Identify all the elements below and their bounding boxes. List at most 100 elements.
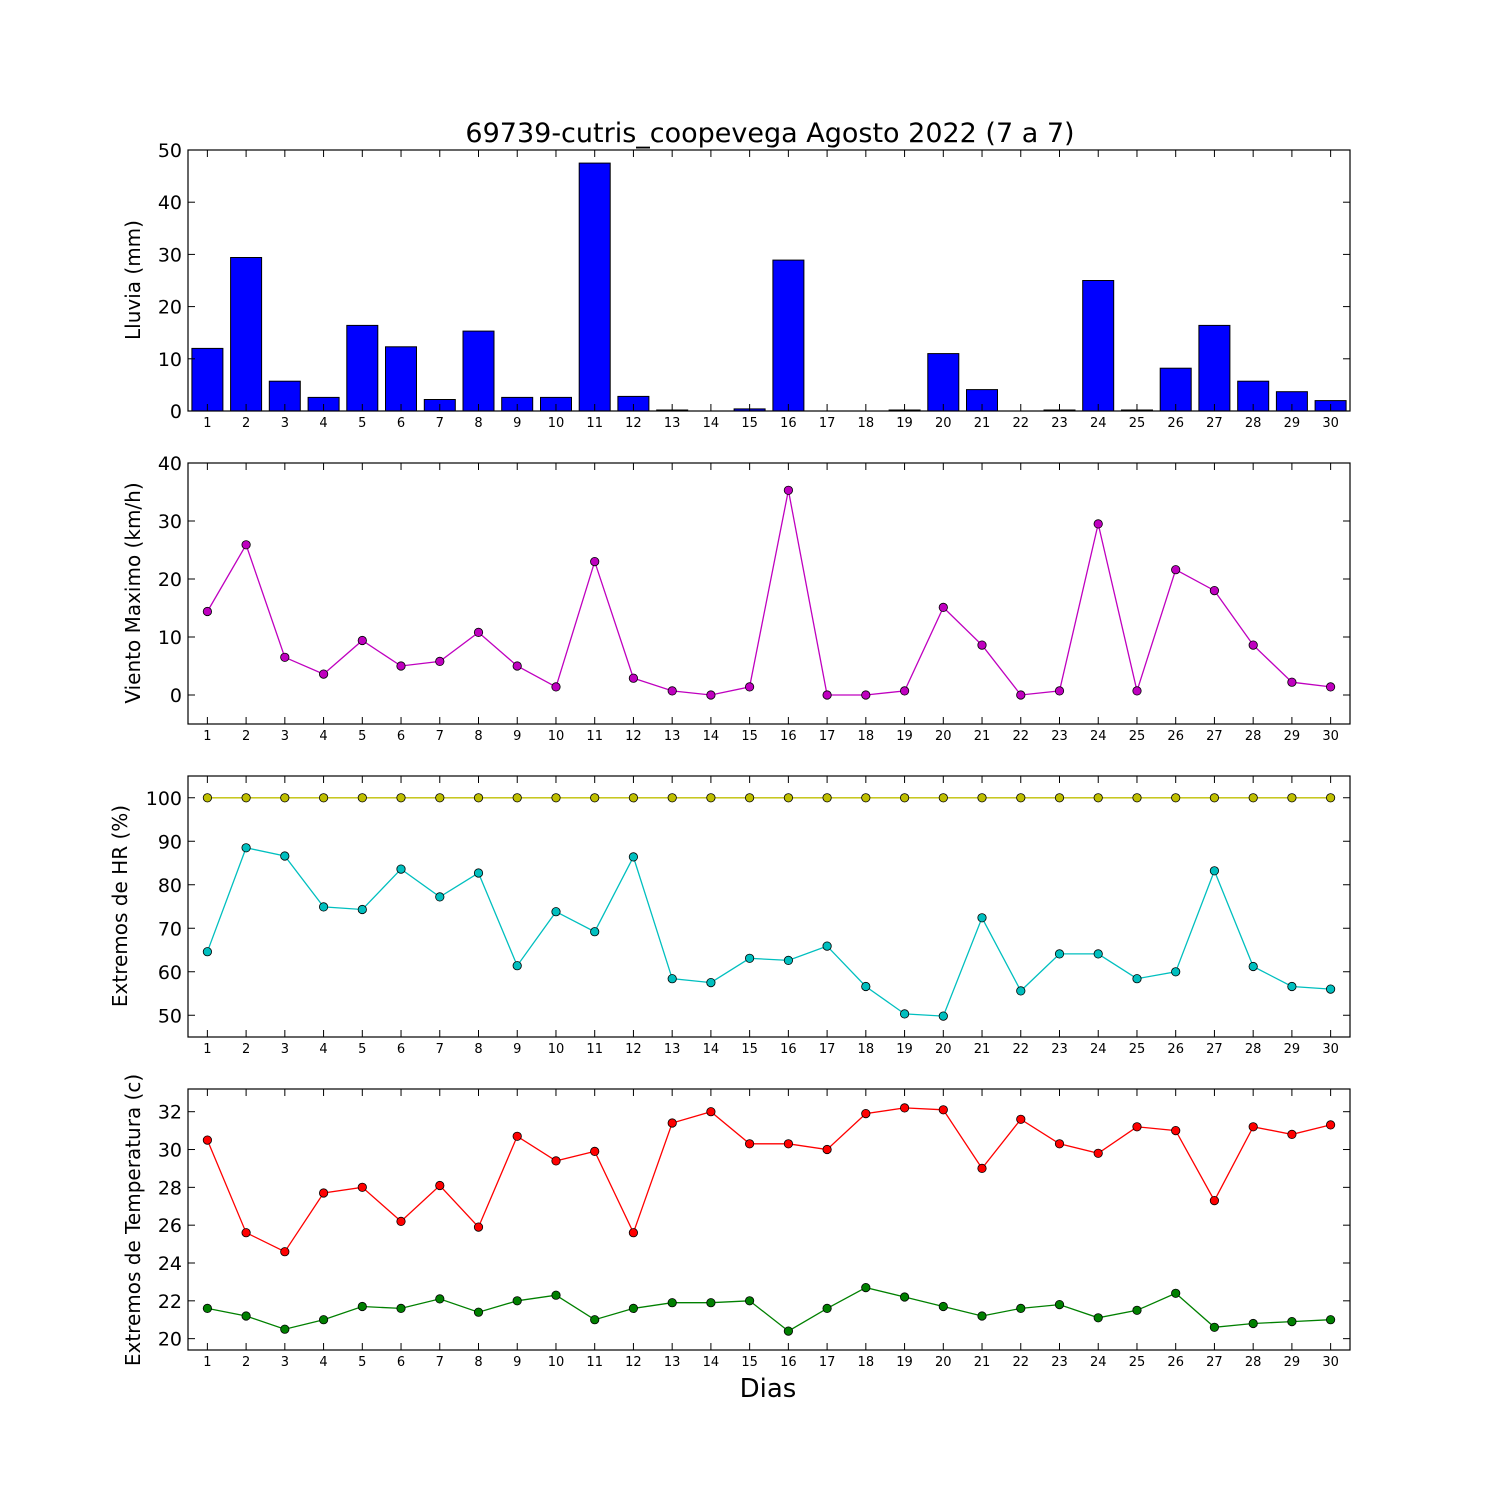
series-2-point-day-23 [1054,1300,1065,1310]
plot-frame [187,1088,1351,1351]
series-2-point-day-21 [977,913,987,923]
series-1-line [206,1107,1331,1253]
series-2-point-day-25 [1132,974,1142,984]
x-tick-label: 17 [819,729,836,744]
x-tick-label: 11 [586,729,603,744]
series-1-point-day-4 [318,793,329,803]
series-2-point-day-9 [512,1296,522,1306]
series-1-point-day-19 [899,686,910,696]
series-1-point-day-17 [822,793,832,803]
series-1-point-day-5 [357,793,367,803]
x-tick-label: 10 [548,416,565,431]
x-tick-label: 3 [281,416,289,431]
x-tick-label: 21 [974,416,991,431]
x-tick-label: 25 [1129,729,1146,744]
x-tick-label: 1 [203,1042,211,1057]
y-tick-label: 32 [158,1102,182,1124]
series-2-point-day-13 [667,1298,677,1308]
series-1-point-day-10 [551,793,561,803]
series-1-point-day-2 [241,1228,251,1238]
series-1-point-day-30 [1326,1120,1336,1130]
x-tick-label: 7 [436,1355,444,1370]
x-tick-label: 27 [1206,416,1223,431]
x-tick-label: 18 [858,416,875,431]
series-2-point-day-19 [899,1292,910,1302]
series-2-point-day-7 [435,1294,445,1304]
y-tick-label: 0 [170,401,182,423]
series-1-point-day-3 [280,1247,290,1257]
series-1-point-day-18 [861,793,871,803]
x-tick-label: 20 [935,729,952,744]
x-tick-label: 1 [203,416,211,431]
x-tick-label: 12 [625,729,642,744]
series-2-point-day-19 [899,1009,910,1019]
x-axis-label: Dias [740,1374,797,1404]
series-2-point-day-30 [1326,984,1336,994]
x-tick-label: 18 [858,729,875,744]
x-tick-label: 16 [780,1355,797,1370]
y-tick-label: 50 [158,1005,182,1027]
x-tick-label: 22 [1012,416,1029,431]
series-1-point-day-21 [977,1163,987,1174]
x-tick-label: 17 [819,416,836,431]
x-tick-label: 10 [548,729,565,744]
y-tick-label: 26 [158,1215,182,1237]
y-axis-label: Extremos de Temperatura (c) [121,1074,145,1366]
series-2-line [206,847,1331,1017]
x-tick-label: 7 [436,416,444,431]
series-1-point-day-29 [1287,793,1297,803]
x-tick-label: 2 [242,1355,250,1370]
x-tick-label: 6 [397,729,405,744]
x-tick-label: 26 [1167,1355,1184,1370]
x-tick-label: 11 [586,416,603,431]
bar-day-1 [191,347,224,412]
x-tick-label: 25 [1129,416,1146,431]
x-tick-label: 8 [474,729,482,744]
x-tick-label: 8 [474,416,482,431]
series-2-point-day-29 [1287,1317,1297,1327]
series-2-point-day-20 [938,1011,948,1021]
series-1-point-day-14 [706,793,716,803]
x-tick-label: 28 [1245,729,1262,744]
series-1-point-day-23 [1054,793,1065,803]
series-2-point-day-22 [1016,986,1026,996]
series-2-point-day-15 [744,953,755,963]
series-2-point-day-25 [1132,1305,1142,1315]
y-tick-label: 10 [158,349,182,371]
y-tick-label: 30 [158,244,182,266]
series-2-point-day-4 [318,902,329,912]
x-tick-label: 20 [935,1042,952,1057]
series-2-point-day-2 [241,843,251,853]
series-1-point-day-24 [1093,793,1103,803]
series-2-point-day-18 [861,1283,871,1293]
x-tick-label: 9 [513,1355,521,1370]
series-1-point-day-22 [1016,1114,1026,1124]
x-tick-label: 21 [974,1042,991,1057]
x-tick-label: 8 [474,1042,482,1057]
x-tick-label: 3 [281,1042,289,1057]
y-tick-label: 70 [158,918,182,940]
x-tick-label: 5 [358,1355,366,1370]
x-tick-label: 11 [586,1042,603,1057]
series-1-point-day-13 [667,1118,677,1128]
x-tick-label: 22 [1012,1355,1029,1370]
series-2-point-day-12 [628,1303,639,1314]
series-1-point-day-27 [1209,1196,1220,1206]
series-2-point-day-14 [706,977,716,988]
series-2-point-day-2 [241,1311,251,1321]
x-tick-label: 5 [358,416,366,431]
series-2-point-day-28 [1248,961,1258,972]
series-1-point-day-10 [551,1156,561,1166]
x-tick-label: 16 [780,1042,797,1057]
x-tick-label: 22 [1012,1042,1029,1057]
series-1-point-day-9 [512,1131,522,1141]
x-tick-label: 3 [281,1355,289,1370]
x-tick-label: 23 [1051,416,1068,431]
series-2-point-day-9 [512,961,522,971]
series-1-point-day-14 [706,1107,716,1117]
x-tick-label: 30 [1322,416,1339,431]
y-tick-label: 20 [158,1329,182,1351]
